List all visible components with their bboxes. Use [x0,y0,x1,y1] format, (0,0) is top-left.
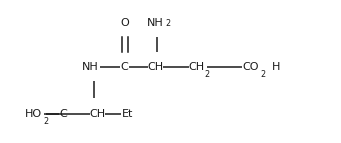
Text: 2: 2 [43,117,48,126]
Text: CH: CH [188,61,204,72]
Text: 2: 2 [261,70,266,79]
Text: CO: CO [242,61,258,72]
Text: HO: HO [25,109,42,119]
Text: C: C [60,109,68,119]
Text: H: H [271,61,280,72]
Text: O: O [120,18,129,28]
Text: NH: NH [147,18,164,28]
Text: NH: NH [82,61,99,72]
Text: 2: 2 [166,19,171,28]
Text: 2: 2 [205,70,210,79]
Text: CH: CH [89,109,106,119]
Text: Et: Et [122,109,134,119]
Text: CH: CH [147,61,163,72]
Text: C: C [121,61,129,72]
